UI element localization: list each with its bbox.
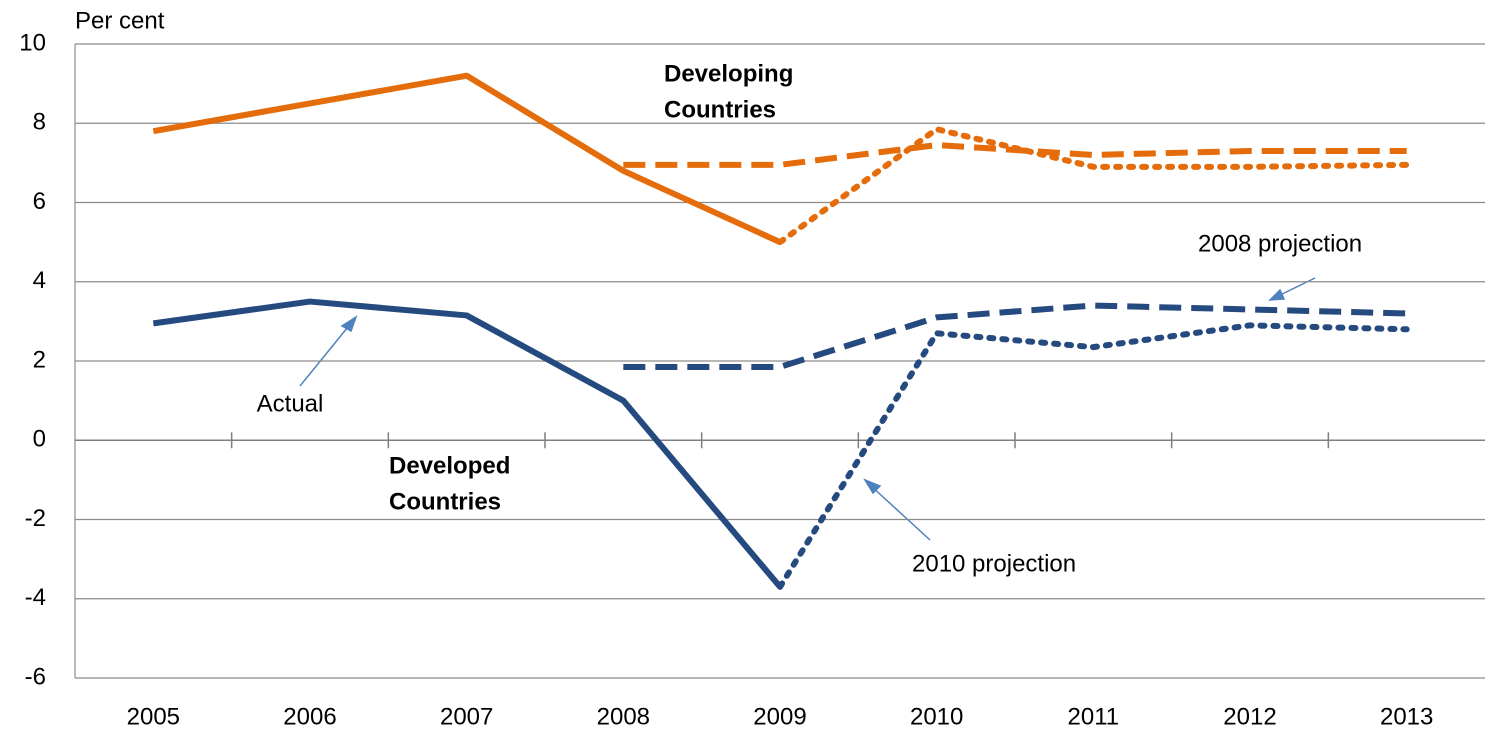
y-tick-label: -2 (25, 505, 46, 532)
line-series (152, 72, 782, 245)
arrow-head (340, 315, 358, 333)
y-tick-label: -4 (25, 584, 46, 611)
y-tick-label: 4 (33, 267, 46, 294)
arrow-head (1268, 288, 1286, 301)
y-tick-label: 0 (33, 426, 46, 453)
line-series (777, 322, 1410, 590)
annotation: Countries (389, 488, 501, 515)
line-series (152, 298, 783, 589)
y-axis-label: Per cent (75, 7, 165, 34)
arrow (299, 321, 353, 387)
x-tick-label: 2012 (1223, 703, 1276, 730)
line-series (623, 302, 1407, 370)
x-tick-label: 2011 (1068, 703, 1120, 730)
x-tick-label: 2009 (753, 703, 806, 730)
y-tick-label: 2 (33, 346, 46, 373)
y-tick-label: 10 (19, 29, 46, 56)
annotation: 2010 projection (912, 550, 1076, 577)
annotation: Actual (257, 390, 324, 417)
y-tick-label: 6 (33, 188, 46, 215)
x-tick-label: 2006 (283, 703, 336, 730)
x-tick-label: 2007 (440, 703, 493, 730)
arrow-head (863, 478, 882, 495)
line-series (777, 126, 1410, 246)
x-tick-label: 2008 (597, 703, 650, 730)
annotation: Countries (664, 96, 776, 123)
x-tick-label: 2005 (127, 703, 180, 730)
arrow (869, 484, 931, 541)
x-tick-label: 2013 (1380, 703, 1433, 730)
y-tick-label: 8 (33, 109, 46, 136)
x-tick-label: 2010 (910, 703, 963, 730)
annotation: Developing (664, 60, 793, 87)
annotation: 2008 projection (1198, 230, 1362, 257)
annotation: Developed (389, 452, 510, 479)
y-tick-label: -6 (25, 663, 46, 690)
